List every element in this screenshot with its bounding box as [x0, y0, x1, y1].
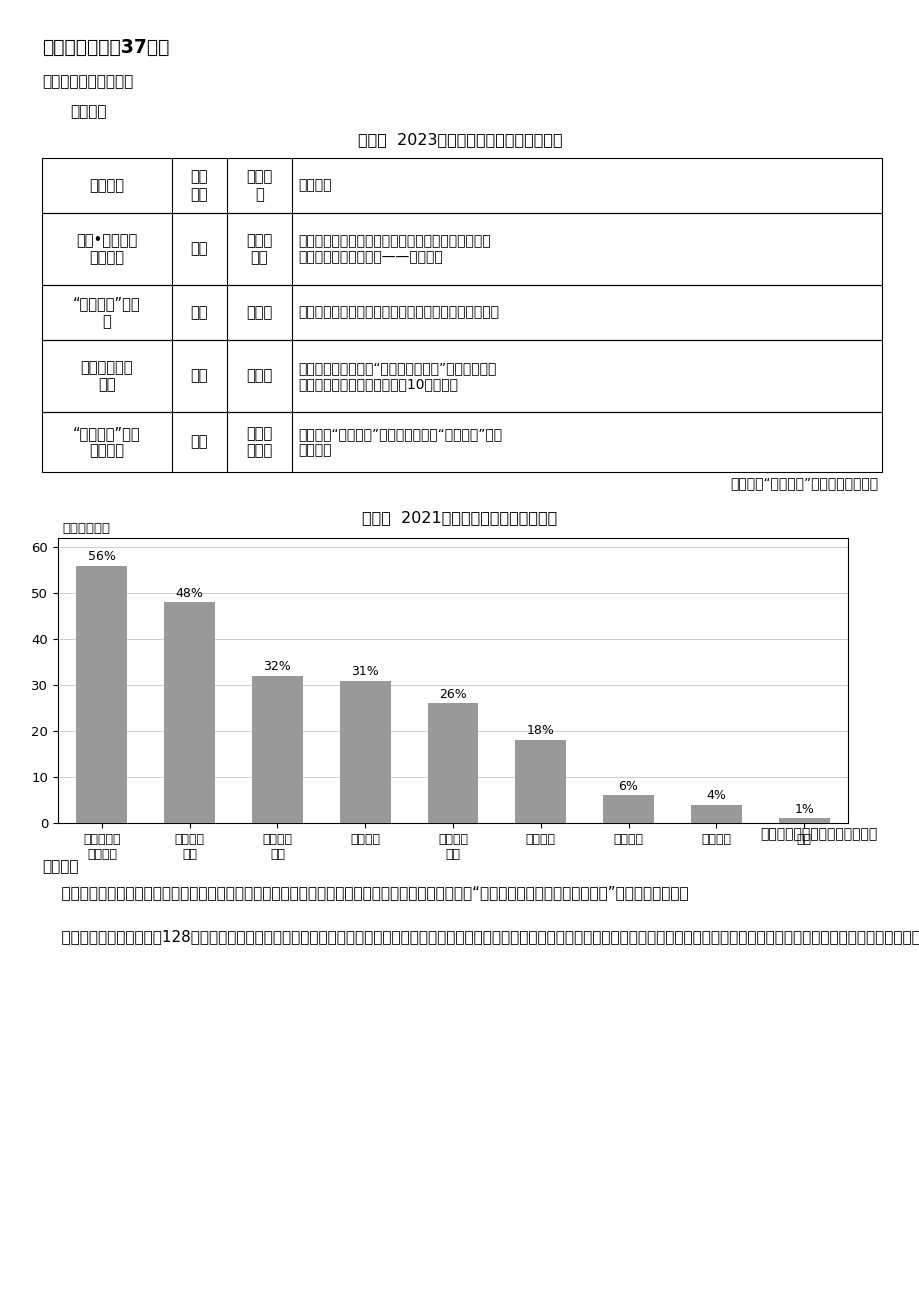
Text: 单位：百分比: 单位：百分比 [62, 522, 110, 535]
Text: 深圳•福田黄梅
戏艺术节: 深圳•福田黄梅 戏艺术节 [76, 233, 138, 266]
Bar [427, 703, 478, 823]
Text: 48%: 48% [176, 587, 203, 600]
Text: 莲花山草地音
乐节: 莲花山草地音 乐节 [81, 359, 133, 392]
Bar [42, 340, 881, 411]
Bar [42, 285, 881, 340]
Text: 福田区: 福田区 [246, 305, 272, 320]
Text: 该展览以“朝圣敦煌”为主题，是连接“一带一路”的文
化桥梁。: 该展览以“朝圣敦煌”为主题，是连接“一带一路”的文 化桥梁。 [298, 427, 502, 457]
Bar [164, 603, 215, 823]
Text: 莲花山: 莲花山 [246, 368, 272, 384]
Bar [42, 214, 881, 285]
Bar [252, 676, 302, 823]
Text: 活字博物馆内，完整呈现128盘康熙年间的整版木活字，里面包含长宋、扁宋以及各种平时少见的字体。空间的储物柜是用中国甲骨文字形做的封面，从这里可以了解汉字的甲骨文: 活字博物馆内，完整呈现128盘康熙年间的整版木活字，里面包含长宋、扁宋以及各种平… [42, 930, 919, 944]
Text: 美术: 美术 [190, 435, 208, 449]
Text: 莲花山草地音乐节以“坐在草地享古典”为主题，举行
多场交响音乐会，每年吸引约10万观众。: 莲花山草地音乐节以“坐在草地享古典”为主题，举行 多场交响音乐会，每年吸引约10… [298, 361, 496, 391]
Text: 关山月
美术馆: 关山月 美术馆 [246, 426, 272, 458]
Text: 该活动进入企业、社区、学校、家庭，广受市民欢迎。: 该活动进入企业、社区、学校、家庭，广受市民欢迎。 [298, 306, 498, 319]
Text: 活动名称: 活动名称 [89, 178, 124, 193]
Bar [777, 819, 829, 823]
Text: （一）  2023年深圳市福田区文化活动精选: （一） 2023年深圳市福田区文化活动精选 [357, 132, 562, 147]
Bar [42, 158, 881, 214]
Bar [42, 411, 881, 473]
Bar [339, 681, 391, 823]
Text: 音乐: 音乐 [190, 368, 208, 384]
Text: 18%: 18% [527, 724, 554, 737]
Text: 深圳大
剧院: 深圳大 剧院 [246, 233, 272, 266]
Text: 材料一：: 材料一： [70, 104, 107, 118]
Text: 1%: 1% [793, 802, 813, 815]
Text: 6%: 6% [618, 780, 638, 793]
Text: 材料二：: 材料二： [42, 859, 78, 874]
Text: 活动区
域: 活动区 域 [246, 169, 272, 202]
Text: “朝圣敦煌”美术
作品展览: “朝圣敦煌”美术 作品展览 [74, 426, 141, 458]
Text: 该活动在深圳大剧院连续上演三场，让众多市民欣赏
到原汁原味的传统戏曲——黄梅戏。: 该活动在深圳大剧院连续上演三场，让众多市民欣赏 到原汁原味的传统戏曲——黄梅戏。 [298, 234, 490, 264]
Text: （二）  2021年居民文化消费的主要内容: （二） 2021年居民文化消费的主要内容 [362, 510, 557, 525]
Text: 阅读: 阅读 [190, 305, 208, 320]
Text: 26%: 26% [438, 687, 466, 700]
Text: 4%: 4% [706, 789, 725, 802]
Text: 坐落在深圳软件产业园黄金地段的中国活字文化博物馆，是国内首个体验式的活字文化博物馆，是一个“可观、可听、可触、可玩、可尝”的全新体验空间。: 坐落在深圳软件产业园黄金地段的中国活字文化博物馆，是国内首个体验式的活字文化博物… [42, 885, 688, 900]
Text: “书香福田”读书
月: “书香福田”读书 月 [74, 297, 141, 328]
Text: （来源：“幸福福田”公众号，有删改）: （来源：“幸福福田”公众号，有删改） [729, 477, 877, 490]
Text: 56%: 56% [88, 549, 116, 562]
Text: （数据来源：中国旅游研究院）: （数据来源：中国旅游研究院） [760, 827, 877, 841]
Text: 活动
类型: 活动 类型 [190, 169, 208, 202]
Text: 阅读选文，完成问题。: 阅读选文，完成问题。 [42, 74, 133, 89]
Bar [603, 796, 653, 823]
Text: 二、阅读理解（37分）: 二、阅读理解（37分） [42, 38, 169, 57]
Bar [76, 565, 127, 823]
Text: 戏曲: 戏曲 [190, 241, 208, 256]
Text: 31%: 31% [351, 665, 379, 678]
Text: 活动介绍: 活动介绍 [298, 178, 331, 193]
Bar [690, 805, 741, 823]
Bar [515, 741, 565, 823]
Text: 32%: 32% [263, 660, 291, 673]
